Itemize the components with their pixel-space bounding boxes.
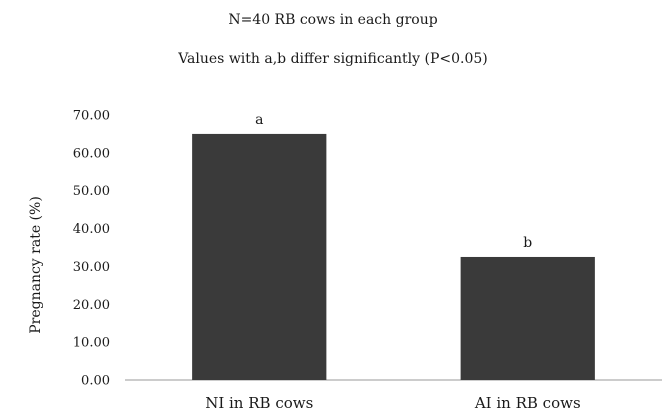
bar [192,133,327,380]
y-tick-label: 40.00 [73,222,110,237]
y-tick-label: 70.00 [73,109,110,124]
y-tick-label: 0.00 [81,374,110,389]
chart-subtitle: Values with a,b differ significantly (P<… [177,51,488,67]
x-category-label: AI in RB cows [474,394,581,412]
x-category-label: NI in RB cows [205,394,313,412]
plot-area: 0.00 10.00 20.00 30.00 40.00 50.00 60.00 70.00 N… [73,109,662,412]
y-tick-label: 50.00 [73,184,110,199]
y-tick-label: 60.00 [73,146,110,161]
y-tick-label: 30.00 [73,260,110,275]
y-tick-label: 20.00 [73,298,110,313]
y-axis-label: Pregnancy rate (%) [28,196,44,334]
data-label: b [523,235,532,251]
chart-title: N=40 RB cows in each group [228,12,437,28]
y-tick-label: 10.00 [73,336,110,351]
bar [460,256,595,380]
data-label: a [255,112,263,128]
